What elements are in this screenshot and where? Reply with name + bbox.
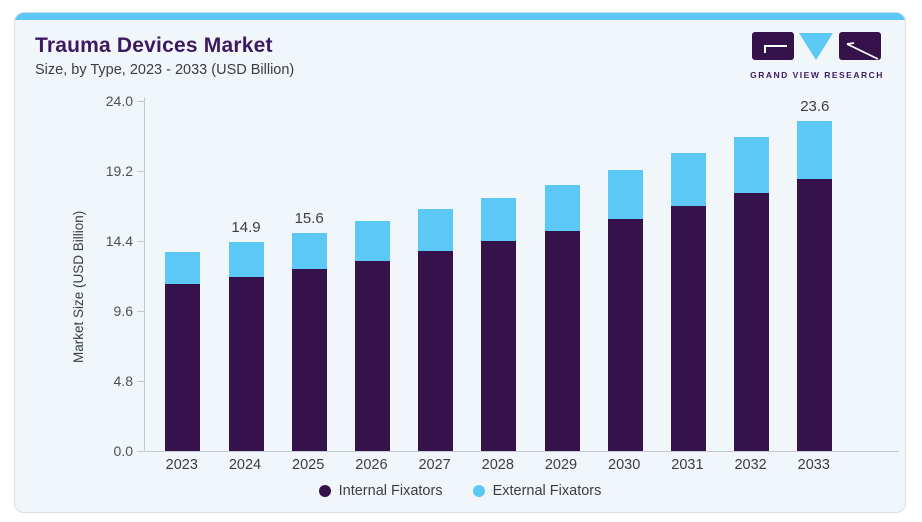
x-label-2032: 2032 — [734, 457, 767, 473]
bar-2030-internal-fixators[interactable] — [607, 218, 643, 451]
bar-2027-internal-fixators[interactable] — [418, 250, 454, 451]
y-tick-mark — [137, 100, 144, 102]
y-axis-title: Market Size (USD Billion) — [71, 210, 86, 363]
bar-2024-internal-fixators[interactable] — [228, 277, 264, 451]
total-label-2033: 23.6 — [800, 97, 830, 115]
x-label-2030: 2030 — [608, 457, 641, 473]
legend-item-external-fixators[interactable]: External Fixators — [472, 483, 602, 499]
bar-2032[interactable] — [734, 137, 770, 451]
y-tick-mark — [137, 450, 144, 452]
bar-2031[interactable] — [670, 152, 706, 451]
bar-2029-external-fixators[interactable] — [544, 185, 580, 232]
bar-2029-internal-fixators[interactable] — [544, 231, 580, 451]
internal-fixators-swatch-icon — [318, 485, 331, 497]
bar-2025-external-fixators[interactable] — [291, 232, 327, 269]
x-label-2031: 2031 — [671, 457, 704, 473]
bar-2028-internal-fixators[interactable] — [481, 241, 517, 451]
y-tick-mark — [137, 240, 144, 242]
x-label-2029: 2029 — [544, 457, 578, 473]
legend-item-internal-fixators[interactable]: Internal Fixators — [318, 483, 443, 499]
bar-2023-internal-fixators[interactable] — [165, 284, 201, 451]
bar-2033-external-fixators[interactable] — [797, 120, 833, 180]
external-fixators-swatch-icon — [472, 485, 485, 497]
legend-label-internal: Internal Fixators — [338, 483, 443, 499]
total-label-2024: 14.9 — [231, 219, 261, 237]
chart-header: Trauma Devices Market Size, by Type, 202… — [35, 34, 294, 78]
accent-strip — [15, 13, 905, 20]
x-label-2028: 2028 — [481, 457, 514, 473]
bar-2025-internal-fixators[interactable] — [291, 269, 327, 451]
bar-2028-external-fixators[interactable] — [481, 197, 517, 241]
x-label-2024: 2024 — [228, 457, 262, 473]
bar-2024-external-fixators[interactable] — [228, 242, 264, 278]
y-tick-mark — [137, 380, 144, 382]
gvr-logo-icon — [752, 32, 881, 60]
y-tick-label: 9.6 — [113, 303, 133, 319]
chart-card: Trauma Devices Market Size, by Type, 202… — [14, 12, 906, 513]
y-tick-label: 19.2 — [105, 163, 133, 179]
bar-2026-internal-fixators[interactable] — [354, 260, 390, 451]
y-tick-label: 24.0 — [105, 93, 133, 109]
bar-2026[interactable] — [354, 221, 390, 451]
y-tick-label: 4.8 — [113, 373, 133, 389]
bar-2027[interactable] — [418, 208, 454, 451]
bar-2032-external-fixators[interactable] — [734, 137, 770, 194]
bar-2031-internal-fixators[interactable] — [670, 206, 706, 451]
y-tick-label: 14.4 — [105, 233, 133, 249]
total-label-2025: 15.6 — [294, 209, 324, 227]
x-label-2027: 2027 — [418, 457, 451, 473]
bar-2033-internal-fixators[interactable] — [797, 179, 833, 451]
x-label-2026: 2026 — [355, 457, 388, 473]
gvr-logo-text: GRAND VIEW RESEARCH — [750, 70, 884, 80]
bar-2031-external-fixators[interactable] — [670, 152, 706, 206]
chart-title: Trauma Devices Market — [35, 34, 273, 57]
plot-area: 0.0 4.8 9.6 14.4 19.2 24.0 14.9 15.6 23.6 — [106, 93, 899, 459]
y-tick-mark — [137, 170, 144, 172]
x-label-2023: 2023 — [165, 457, 198, 473]
x-label-2025: 2025 — [292, 457, 325, 473]
y-tick-mark — [137, 310, 144, 312]
bar-2026-external-fixators[interactable] — [354, 221, 390, 261]
legend: Internal Fixators External Fixators — [15, 483, 905, 499]
bar-2027-external-fixators[interactable] — [418, 208, 454, 251]
bar-2030-external-fixators[interactable] — [607, 169, 643, 219]
bar-2032-internal-fixators[interactable] — [734, 193, 770, 451]
bar-2030[interactable] — [607, 169, 643, 451]
bar-2028[interactable] — [481, 197, 517, 451]
grand-view-research-logo: GRAND VIEW RESEARCH — [743, 30, 891, 80]
x-label-2033: 2033 — [797, 457, 830, 473]
bar-2033[interactable] — [797, 120, 833, 451]
bar-2025[interactable] — [291, 232, 327, 451]
bar-2023[interactable] — [165, 252, 201, 451]
bar-2024[interactable] — [228, 242, 264, 451]
x-axis-labels: 2023 2024 2025 2026 2027 2028 2029 2030 2031 2032… — [144, 457, 898, 477]
y-tick-label: 0.0 — [113, 443, 133, 459]
legend-label-external: External Fixators — [492, 483, 602, 499]
bar-2023-external-fixators[interactable] — [165, 252, 201, 285]
chart-subtitle: Size, by Type, 2023 - 2033 (USD Billion) — [35, 62, 295, 78]
bar-2029[interactable] — [544, 185, 580, 451]
